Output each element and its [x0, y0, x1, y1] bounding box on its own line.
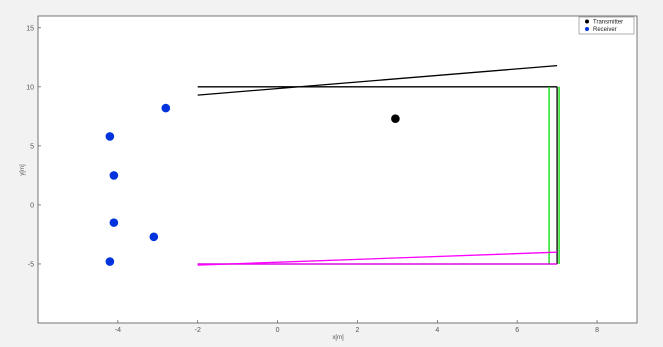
receiver-point-2 — [109, 171, 119, 180]
receiver-point-0 — [161, 103, 171, 113]
line-segment-1 — [197, 64, 558, 96]
y-tick-label-1: 10 — [26, 84, 34, 91]
y-tick-label-4: -5 — [28, 261, 34, 268]
legend: Transmitter Receiver — [578, 16, 635, 35]
receiver-point-4 — [149, 232, 159, 242]
y-tick-label-2: 5 — [30, 143, 34, 150]
x-tick-label-6: 8 — [595, 327, 599, 334]
line-segments — [197, 64, 560, 266]
data-points — [105, 103, 400, 266]
y-axis-label: y[m] — [20, 164, 26, 176]
line-segment-7 — [197, 251, 558, 266]
y-axis-ticks: 15 10 5 0 -5 — [26, 25, 41, 268]
legend-label-transmitter: Transmitter — [593, 20, 623, 26]
x-axis-label: x[m] — [332, 335, 344, 341]
y-tick-label-0: 15 — [26, 25, 34, 32]
x-tick-label-0: -4 — [115, 327, 121, 334]
receiver-point-3 — [109, 218, 119, 227]
y-tick-label-3: 0 — [30, 202, 34, 209]
legend-marker-transmitter — [585, 19, 589, 24]
x-tick-label-1: -2 — [195, 327, 201, 334]
plot-area — [37, 15, 638, 324]
x-tick-label-3: 2 — [356, 327, 360, 334]
transmitter-point-0 — [391, 114, 400, 124]
x-tick-label-4: 4 — [435, 327, 439, 334]
receiver-point-1 — [105, 132, 115, 141]
x-axis-ticks: -4 -2 0 2 4 6 8 — [115, 320, 599, 334]
x-tick-label-2: 0 — [276, 327, 280, 334]
x-tick-label-5: 6 — [515, 327, 519, 334]
legend-box — [578, 16, 635, 35]
legend-label-receiver: Receiver — [593, 27, 617, 33]
receiver-point-5 — [105, 257, 115, 266]
legend-marker-receiver — [585, 27, 589, 31]
